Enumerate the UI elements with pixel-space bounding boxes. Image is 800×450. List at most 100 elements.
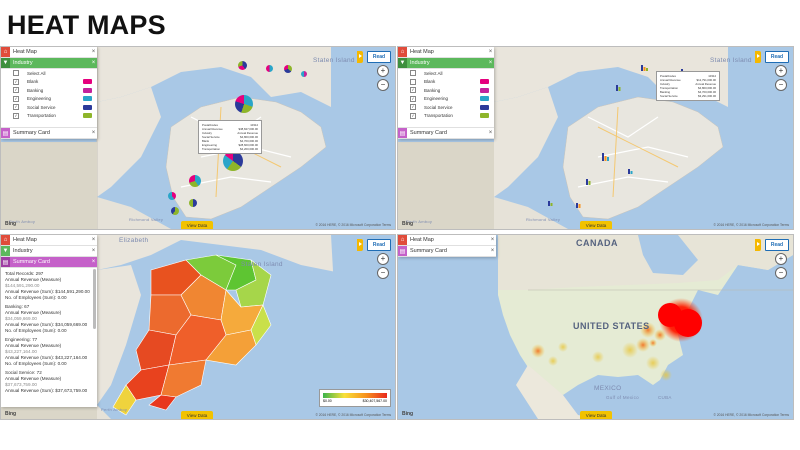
pie-marker[interactable] [284, 65, 292, 73]
close-icon[interactable]: × [91, 60, 96, 66]
checkbox[interactable]: ✓ [13, 104, 19, 111]
checkbox[interactable]: ✓ [410, 87, 416, 94]
close-icon[interactable]: × [488, 49, 493, 55]
collapse-tab[interactable] [357, 51, 363, 63]
zoom-in-button[interactable]: + [775, 253, 787, 265]
close-icon[interactable]: × [488, 60, 493, 66]
read-button[interactable]: Read [367, 51, 391, 63]
card-icon: ▤ [1, 128, 10, 138]
checkbox[interactable]: ✓ [410, 95, 416, 102]
map-panel-bar-charts[interactable]: Staten Island Richmond Valley Perth Ambo… [397, 46, 794, 230]
checkbox[interactable] [13, 70, 19, 77]
map-panel-choropleth[interactable]: Elizabeth Staten Island Perth Amboy ⌂ He… [0, 234, 396, 420]
close-icon[interactable]: × [91, 259, 96, 265]
pie-marker[interactable] [238, 61, 247, 70]
map-canvas[interactable] [1, 235, 395, 419]
industry-item[interactable]: ✓ Banking [398, 86, 494, 95]
close-icon[interactable]: × [490, 237, 495, 243]
read-button[interactable]: Read [367, 239, 391, 251]
pie-marker[interactable] [223, 151, 243, 171]
pie-marker[interactable] [301, 71, 307, 77]
industry-item[interactable]: ✓ Engineering [398, 95, 494, 104]
map-panel-heat[interactable]: CANADA UNITED STATES MEXICO Gulf of Mexi… [397, 234, 794, 420]
map-tooltip: PostalCodes Annual Revenue Industry Social … [198, 120, 262, 154]
select-all-item[interactable]: Select All [398, 69, 494, 78]
industry-item[interactable]: Blank [398, 78, 494, 87]
summary-value: $37,673,759.00 [5, 382, 37, 387]
copyright-text[interactable]: © 2016 HERE, © 2016 Microsoft Corporatio… [315, 413, 391, 417]
zoom-in-button[interactable]: + [377, 253, 389, 265]
checkbox[interactable]: ✓ [13, 95, 19, 102]
zoom-out-button[interactable]: − [775, 267, 787, 279]
view-data-button[interactable]: View Data [580, 221, 612, 229]
industry-item[interactable]: ✓ Transportation [1, 112, 97, 121]
checkbox[interactable]: ✓ [13, 87, 19, 94]
tooltip-value: $38,847,000.00 [238, 127, 258, 131]
select-all-item[interactable]: Select All [1, 69, 97, 78]
place-label: Perth Amboy [101, 407, 128, 412]
industry-item[interactable]: ✓ Social Service [398, 103, 494, 112]
checkbox[interactable] [410, 78, 416, 85]
industry-item[interactable]: ✓ Social Service [1, 103, 97, 112]
view-data-label: View Data [585, 412, 607, 418]
summary-card-header[interactable]: ▤ Summary Card × [398, 246, 496, 257]
view-data-button[interactable]: View Data [181, 221, 213, 229]
scrollbar[interactable] [93, 269, 96, 329]
view-data-label: View Data [186, 412, 208, 418]
industry-header[interactable]: ▼ Industry × [1, 246, 97, 257]
industry-item[interactable]: ✓ Blank [1, 78, 97, 87]
checkbox[interactable]: ✓ [13, 112, 19, 119]
checkbox[interactable]: ✓ [410, 112, 416, 119]
checkbox[interactable]: ✓ [410, 104, 416, 111]
pie-marker[interactable] [171, 207, 179, 215]
place-label: CANADA [576, 238, 618, 248]
home-icon: ⌂ [398, 47, 407, 57]
industry-item[interactable]: ✓ Banking [1, 86, 97, 95]
pie-marker[interactable] [235, 95, 253, 113]
pie-marker[interactable] [189, 199, 197, 207]
copyright-text[interactable]: © 2016 HERE, © 2016 Microsoft Corporatio… [713, 223, 789, 227]
zoom-out-button[interactable]: − [775, 79, 787, 91]
copyright-text[interactable]: © 2016 HERE, © 2016 Microsoft Corporatio… [315, 223, 391, 227]
zoom-out-button[interactable]: − [377, 267, 389, 279]
close-icon[interactable]: × [488, 130, 493, 136]
summary-card-header[interactable]: ▤ Summary Card × [398, 127, 494, 139]
map-panel-pie-charts[interactable]: Staten Island Richmond Valley Perth Ambo… [0, 46, 396, 230]
collapse-tab[interactable] [755, 51, 761, 63]
zoom-out-button[interactable]: − [377, 79, 389, 91]
heat-map-header[interactable]: ⌂ Heat Map × [1, 47, 97, 58]
summary-card-header[interactable]: ▤ Summary Card × [1, 127, 97, 139]
close-icon[interactable]: × [91, 237, 96, 243]
collapse-tab[interactable] [357, 239, 363, 251]
heat-map-header[interactable]: ⌂ Heat Map × [398, 235, 496, 246]
pie-marker[interactable] [189, 175, 201, 187]
zoom-in-button[interactable]: + [775, 65, 787, 77]
industry-header[interactable]: ▼ Industry × [398, 58, 494, 69]
zoom-in-button[interactable]: + [377, 65, 389, 77]
close-icon[interactable]: × [91, 130, 96, 136]
copyright-text[interactable]: © 2016 HERE, © 2016 Microsoft Corporatio… [713, 413, 789, 417]
spacer [398, 120, 494, 127]
industry-item[interactable]: ✓ Transportation [398, 112, 494, 121]
close-icon[interactable]: × [490, 248, 495, 254]
read-button[interactable]: Read [765, 239, 789, 251]
close-icon[interactable]: × [91, 248, 96, 254]
heat-blobs [531, 298, 703, 381]
industry-item[interactable]: ✓ Engineering [1, 95, 97, 104]
view-data-button[interactable]: View Data [181, 411, 213, 419]
checkbox[interactable] [410, 70, 416, 77]
summary-group-heading: Banking: 67 [5, 304, 30, 309]
view-data-button[interactable]: View Data [580, 411, 612, 419]
summary-card-header[interactable]: ▤ Summary Card × [1, 257, 97, 268]
pie-marker[interactable] [168, 192, 176, 200]
collapse-tab[interactable] [755, 239, 761, 251]
pie-marker[interactable] [266, 65, 273, 72]
close-icon[interactable]: × [91, 49, 96, 55]
checkbox[interactable]: ✓ [13, 78, 19, 85]
read-button[interactable]: Read [765, 51, 789, 63]
heat-map-header[interactable]: ⌂ Heat Map × [1, 235, 97, 246]
industry-header[interactable]: ▼ Industry × [1, 58, 97, 69]
map-canvas[interactable] [398, 235, 793, 419]
heat-map-header[interactable]: ⌂ Heat Map × [398, 47, 494, 58]
tooltip-value: 10312 [250, 123, 258, 127]
